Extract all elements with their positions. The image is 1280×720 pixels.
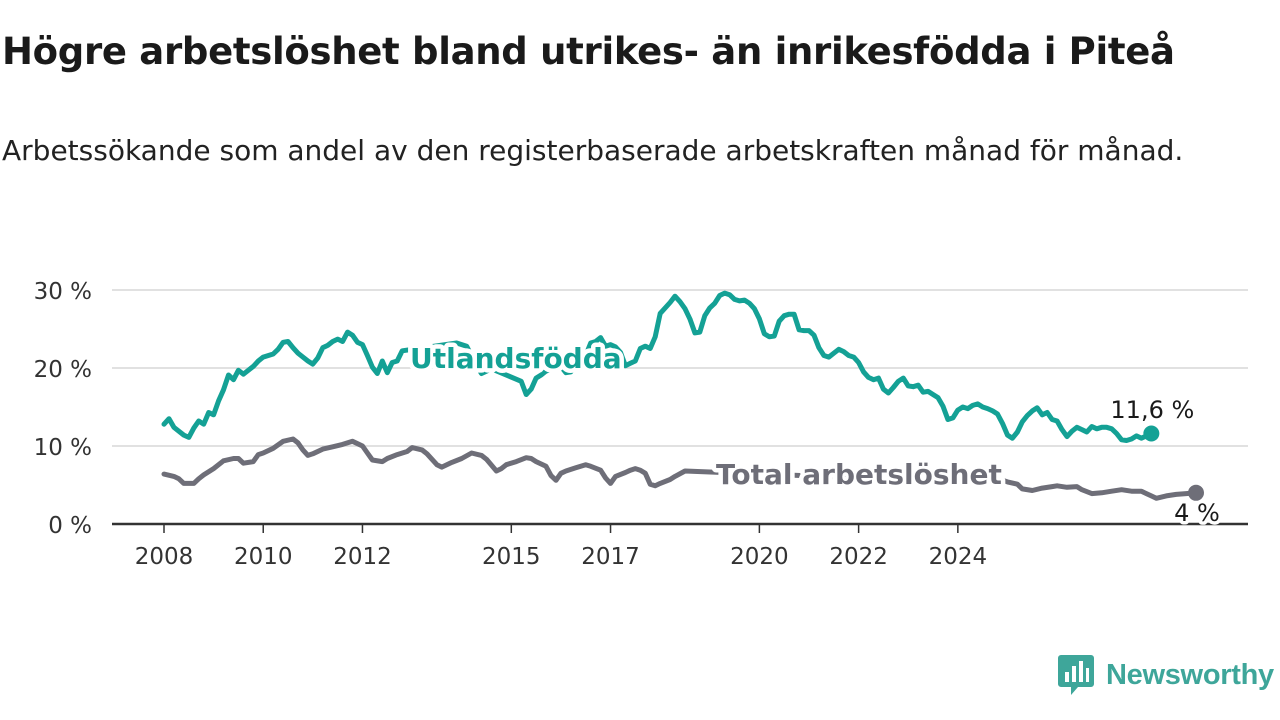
x-tick-label: 2012 xyxy=(333,544,392,570)
line-chart: 0 % 10 % 20 % 30 % 2008 2010 2012 2015 2017 2020 2… xyxy=(34,279,1248,570)
series-line-total xyxy=(161,436,1199,501)
end-marker-total xyxy=(1188,484,1204,501)
newsworthy-logo[interactable]: Newsworthy xyxy=(1058,655,1274,695)
chart-subtitle: Arbetssökande som andel av den registerb… xyxy=(2,134,1184,167)
x-tick-label: 2022 xyxy=(829,544,888,570)
y-tick-label: 10 % xyxy=(34,435,92,461)
y-tick-label: 0 % xyxy=(48,513,92,539)
x-tick-label: 2008 xyxy=(135,544,194,570)
x-tick-label: 2015 xyxy=(482,544,541,570)
end-value-halo: 11,6 % xyxy=(1110,396,1194,424)
x-tick-label: 2020 xyxy=(730,544,789,570)
series-label-utlandsfodda: Utlandsfödda xyxy=(410,342,622,375)
y-tick-label: 30 % xyxy=(34,279,92,305)
x-tick-label: 2010 xyxy=(234,544,293,570)
end-value-label-total: 4 % xyxy=(1174,499,1220,527)
series-label-total-halo: Total arbetslöshet xyxy=(716,458,1002,491)
brand-name: Newsworthy xyxy=(1106,658,1274,691)
y-tick-label: 20 % xyxy=(34,357,92,383)
end-marker-utlandsfodda xyxy=(1143,425,1160,442)
end-value-halo: 4 % xyxy=(1174,499,1220,527)
chart-title: Högre arbetslöshet bland utrikes- än inr… xyxy=(2,30,1175,73)
x-tick-label: 2024 xyxy=(929,544,988,570)
end-value-label-utlandsfodda: 11,6 % xyxy=(1110,396,1194,424)
newsworthy-chart-bubble-icon xyxy=(1058,655,1094,695)
series-label-utlandsfodda-halo: Utlandsfödda xyxy=(410,342,622,375)
series-line-utlandsfodda xyxy=(161,290,1154,443)
series-label-total: Total arbetslöshet xyxy=(716,458,1002,491)
x-tick-label: 2017 xyxy=(581,544,640,570)
